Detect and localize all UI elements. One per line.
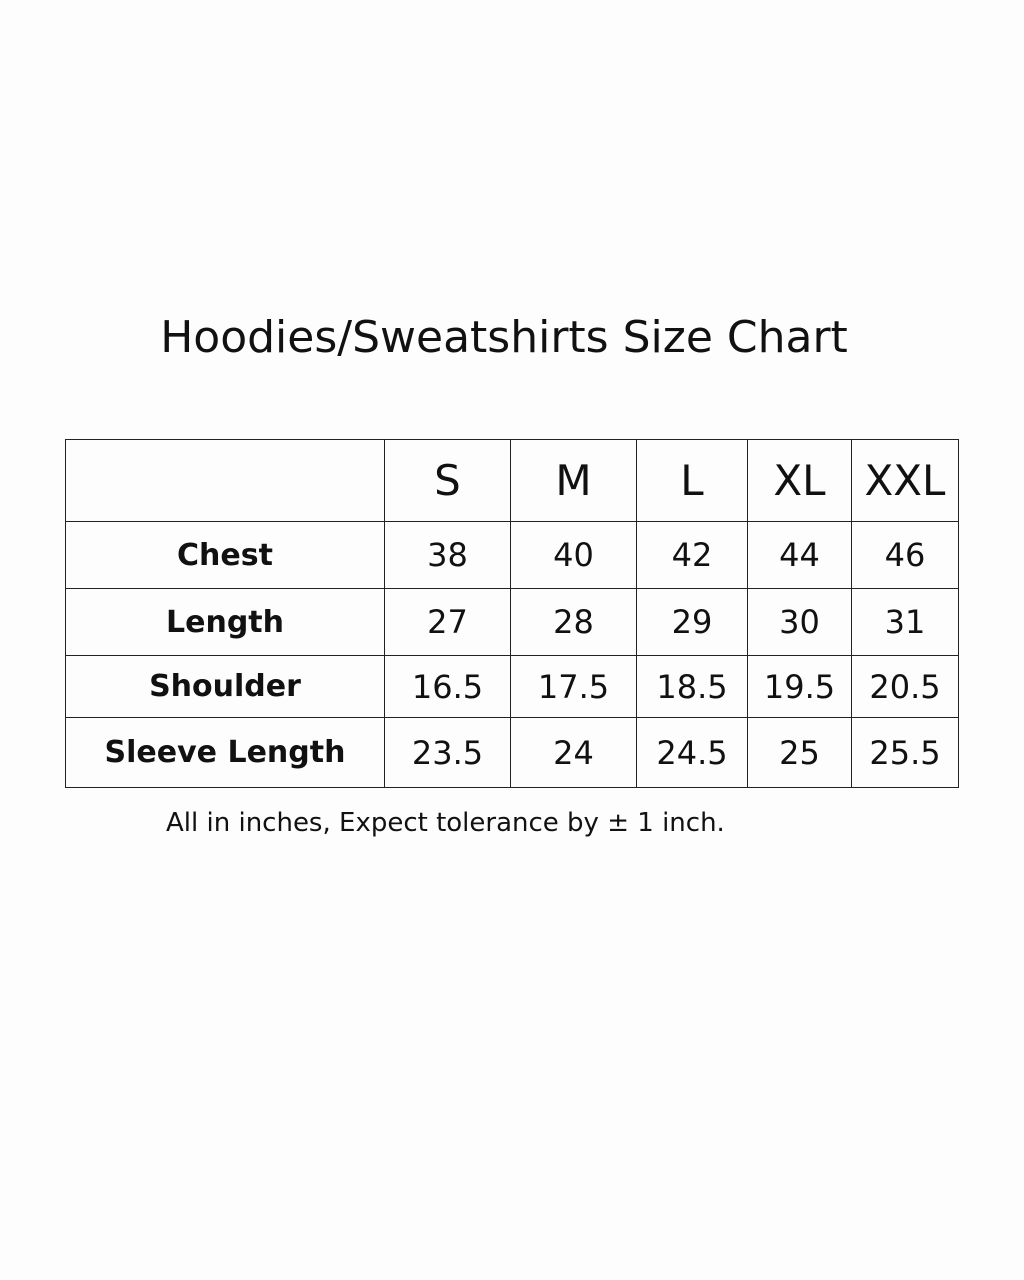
size-header-cell: XL xyxy=(747,439,852,522)
measurement-value: 46 xyxy=(851,521,959,589)
measurement-label: Chest xyxy=(65,521,385,589)
footnote: All in inches, Expect tolerance by ± 1 i… xyxy=(166,808,725,838)
header-row: S M L XL XXL xyxy=(65,439,959,522)
size-header-cell: S xyxy=(384,439,511,522)
measurement-value: 25 xyxy=(747,717,852,788)
measurement-value: 16.5 xyxy=(384,655,511,718)
page-title: Hoodies/Sweatshirts Size Chart xyxy=(160,312,848,363)
measurement-value: 24.5 xyxy=(636,717,748,788)
measurement-value: 42 xyxy=(636,521,748,589)
table-row: Shoulder 16.5 17.5 18.5 19.5 20.5 xyxy=(65,655,959,718)
table-row: Length 27 28 29 30 31 xyxy=(65,588,959,656)
measurement-value: 19.5 xyxy=(747,655,852,718)
size-header-cell: XXL xyxy=(851,439,959,522)
size-header-cell: M xyxy=(510,439,637,522)
measurement-value: 25.5 xyxy=(851,717,959,788)
measurement-value: 18.5 xyxy=(636,655,748,718)
measurement-value: 17.5 xyxy=(510,655,637,718)
table-row: Chest 38 40 42 44 46 xyxy=(65,521,959,589)
size-chart-table: S M L XL XXL Chest 38 40 42 44 46 Length 27 28 29 30 31… xyxy=(65,439,959,788)
measurement-value: 31 xyxy=(851,588,959,656)
measurement-value: 28 xyxy=(510,588,637,656)
size-header-cell: L xyxy=(636,439,748,522)
measurement-value: 20.5 xyxy=(851,655,959,718)
measurement-value: 24 xyxy=(510,717,637,788)
measurement-value: 38 xyxy=(384,521,511,589)
table-row: Sleeve Length 23.5 24 24.5 25 25.5 xyxy=(65,717,959,788)
measurement-value: 40 xyxy=(510,521,637,589)
measurement-value: 44 xyxy=(747,521,852,589)
measurement-label: Shoulder xyxy=(65,655,385,718)
measurement-value: 29 xyxy=(636,588,748,656)
measurement-value: 23.5 xyxy=(384,717,511,788)
header-corner-cell xyxy=(65,439,385,522)
measurement-label: Length xyxy=(65,588,385,656)
measurement-label: Sleeve Length xyxy=(65,717,385,788)
measurement-value: 30 xyxy=(747,588,852,656)
measurement-value: 27 xyxy=(384,588,511,656)
